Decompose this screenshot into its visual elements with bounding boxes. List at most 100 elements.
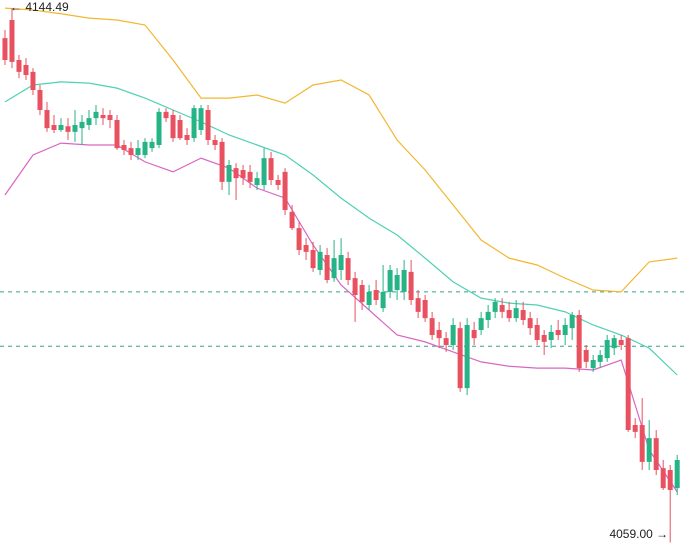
candle-body [562,325,568,335]
candle-body [555,330,561,335]
candle-body [240,170,246,179]
candle-body [660,468,666,489]
candle-body [653,438,659,470]
band-line [4,7,678,293]
candle-body [100,115,106,119]
candle-body [275,180,281,185]
candle-body [541,335,547,342]
price-marker: ← 4144.49 [10,0,69,14]
candle-body [261,158,267,185]
candle-body [646,438,652,462]
candle-body [590,360,596,369]
candle-body [72,125,78,132]
candle-body [163,111,169,119]
candle-body [387,270,393,292]
candles [2,8,680,543]
candle-body [2,38,8,60]
candle-body [345,258,351,280]
candle-body [212,140,218,145]
candle-body [86,118,92,125]
candle-body [450,325,456,345]
candle-body [408,271,414,300]
marker-value: 4144.49 [25,0,69,14]
candle-body [16,60,22,72]
candle-body [128,148,134,155]
candle-body [359,285,365,302]
candle-body [170,115,176,139]
candle-body [247,171,253,182]
candle-body [429,318,435,335]
candle-body [58,125,64,130]
candle-body [506,310,512,319]
price-labels: ← 4144.49 4059.00 → [10,0,668,541]
candle-body [114,120,120,149]
candle-body [457,328,463,389]
candle-body [30,71,36,90]
candle-body [282,171,288,210]
marker-arrow: → [653,527,668,541]
candle-body [226,165,232,182]
candle-body [632,425,638,432]
candle-body [149,141,155,149]
candle-body [135,148,141,155]
marker-value: 4059.00 [609,527,653,541]
candle-body [618,340,624,345]
candle-body [394,275,400,290]
candle-body [93,111,99,119]
candle-body [520,310,526,320]
candle-body [499,305,505,312]
band-line [4,81,678,376]
candle-body [107,115,113,120]
candle-body [352,278,358,295]
candle-body [422,300,428,319]
candle-body [233,168,239,179]
price-marker: 4059.00 → [609,527,668,541]
candle-body [492,301,498,312]
candle-body [121,145,127,150]
candle-body [569,315,575,329]
candle-body [415,298,421,312]
candle-body [366,291,372,305]
marker-arrow: ← [10,0,25,14]
candle-body [485,311,491,320]
candle-body [198,108,204,130]
candle-body [37,90,43,110]
candle-body [611,338,617,349]
candle-body [667,470,673,490]
candle-body [191,108,197,139]
candle-body [303,245,309,252]
candle-body [527,318,533,329]
candle-body [597,355,603,362]
candle-body [331,258,337,279]
candle-body [205,110,211,140]
candle-body [310,250,316,269]
candle-body [254,178,260,185]
candle-body [219,141,225,182]
candle-body [471,330,477,339]
overlay-lines [0,291,687,347]
candle-body [296,228,302,250]
candle-body [513,308,519,319]
candle-body [548,331,554,340]
candle-body [23,65,29,75]
candle-body [324,255,330,280]
candle-body [436,330,442,339]
candle-body [639,425,645,462]
candle-body [464,325,470,389]
candle-body [401,270,407,292]
candle-body [51,125,57,130]
candle-body [583,350,589,362]
candle-body [576,315,582,369]
candle-body [380,291,386,309]
candle-body [79,121,85,129]
candle-body [674,460,680,489]
candle-body [142,141,148,155]
candle-body [625,338,631,430]
candle-body [184,135,190,140]
candle-body [268,158,274,180]
candle-body [9,20,15,62]
candle-body [317,251,323,270]
